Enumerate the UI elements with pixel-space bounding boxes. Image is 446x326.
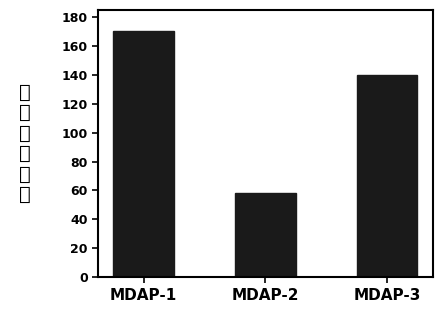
Bar xyxy=(235,193,296,277)
Bar xyxy=(357,75,417,277)
Text: 荞
光
增
强
倍
数: 荞 光 增 强 倍 数 xyxy=(19,83,30,204)
Bar xyxy=(113,31,174,277)
